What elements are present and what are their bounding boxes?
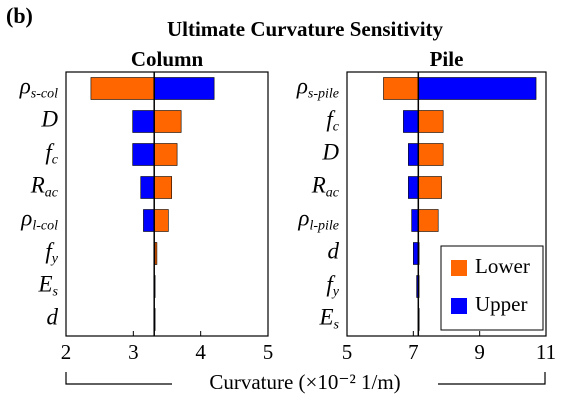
plot-frame: [346, 71, 547, 337]
bar: [418, 110, 444, 133]
category-subscript: l-pile: [309, 219, 339, 234]
category-symbol: ρ: [297, 206, 309, 231]
category-subscript: ac: [326, 186, 340, 201]
y-tick-label: Rac: [30, 173, 59, 201]
bar: [140, 176, 155, 199]
bar: [418, 209, 439, 232]
y-tick-label: ρl-pile: [297, 206, 339, 234]
category-symbol: ρ: [20, 206, 32, 231]
category-symbol: f: [326, 272, 336, 297]
legend-swatch: [451, 260, 467, 276]
x-tick-label: 3: [128, 340, 139, 364]
bar: [408, 176, 419, 199]
category-symbol: E: [37, 272, 52, 297]
y-tick-label: fy: [45, 239, 58, 267]
bar: [418, 176, 442, 199]
x-tick-label: 9: [474, 340, 485, 364]
bar: [90, 77, 155, 100]
bar: [418, 77, 537, 100]
y-tick-label: ρs-col: [19, 74, 58, 102]
bar: [132, 110, 155, 133]
y-tick-label: Es: [318, 305, 339, 333]
category-symbol: f: [45, 239, 55, 264]
y-tick-label: d: [328, 239, 340, 264]
y-tick-label: D: [321, 140, 339, 165]
y-tick-label: fy: [326, 272, 339, 300]
panel-title: Column: [131, 47, 204, 71]
bar: [132, 143, 155, 166]
y-tick-label: D: [40, 107, 58, 132]
category-subscript: y: [331, 285, 340, 300]
panel-label: (b): [6, 3, 33, 28]
category-symbol: R: [311, 173, 326, 198]
y-tick-label: fc: [45, 140, 58, 168]
x-tick-label: 4: [195, 340, 206, 364]
category-subscript: s: [334, 318, 340, 333]
axis-label-bracket: [65, 372, 546, 385]
bar: [153, 143, 178, 166]
bar: [153, 176, 173, 199]
x-tick-label: 5: [342, 340, 353, 364]
bar: [153, 209, 169, 232]
y-tick-label: ρs-pile: [296, 74, 339, 102]
category-subscript: s: [53, 285, 59, 300]
category-symbol: ρ: [19, 74, 31, 99]
category-subscript: y: [50, 252, 59, 267]
category-subscript: s-col: [31, 87, 58, 102]
category-symbol: ρ: [296, 74, 308, 99]
category-symbol: E: [318, 305, 333, 330]
category-subscript: s-pile: [308, 87, 339, 102]
x-axis-label: Curvature (×10⁻² 1/m): [209, 370, 400, 394]
category-subscript: ac: [45, 186, 59, 201]
x-tick-label: 7: [408, 340, 419, 364]
category-subscript: l-col: [32, 219, 58, 234]
bar: [411, 209, 419, 232]
y-tick-label: fc: [326, 107, 339, 135]
y-tick-label: ρl-col: [20, 206, 58, 234]
legend-swatch: [451, 298, 467, 314]
category-symbol: d: [47, 305, 59, 330]
legend-label: Lower: [475, 254, 530, 278]
category-symbol: R: [30, 173, 45, 198]
category-subscript: c: [333, 120, 340, 135]
bar: [403, 110, 419, 133]
bar: [143, 209, 155, 232]
category-symbol: f: [45, 140, 55, 165]
bar: [153, 77, 215, 100]
legend-label: Upper: [475, 292, 527, 316]
plot-frame: [65, 71, 269, 337]
y-tick-label: d: [47, 305, 59, 330]
bar: [408, 143, 419, 166]
category-symbol: d: [328, 239, 340, 264]
figure-title: Ultimate Curvature Sensitivity: [167, 17, 444, 41]
bar: [153, 110, 182, 133]
bar: [418, 143, 444, 166]
category-symbol: D: [40, 107, 58, 132]
x-tick-label: 2: [61, 340, 72, 364]
bar: [383, 77, 419, 100]
y-tick-label: Rac: [311, 173, 340, 201]
category-symbol: f: [326, 107, 336, 132]
y-tick-label: Es: [37, 272, 58, 300]
panel-title: Pile: [430, 47, 464, 71]
x-tick-label: 5: [263, 340, 274, 364]
category-symbol: D: [321, 140, 339, 165]
x-tick-label: 11: [536, 340, 556, 364]
category-subscript: c: [52, 153, 59, 168]
